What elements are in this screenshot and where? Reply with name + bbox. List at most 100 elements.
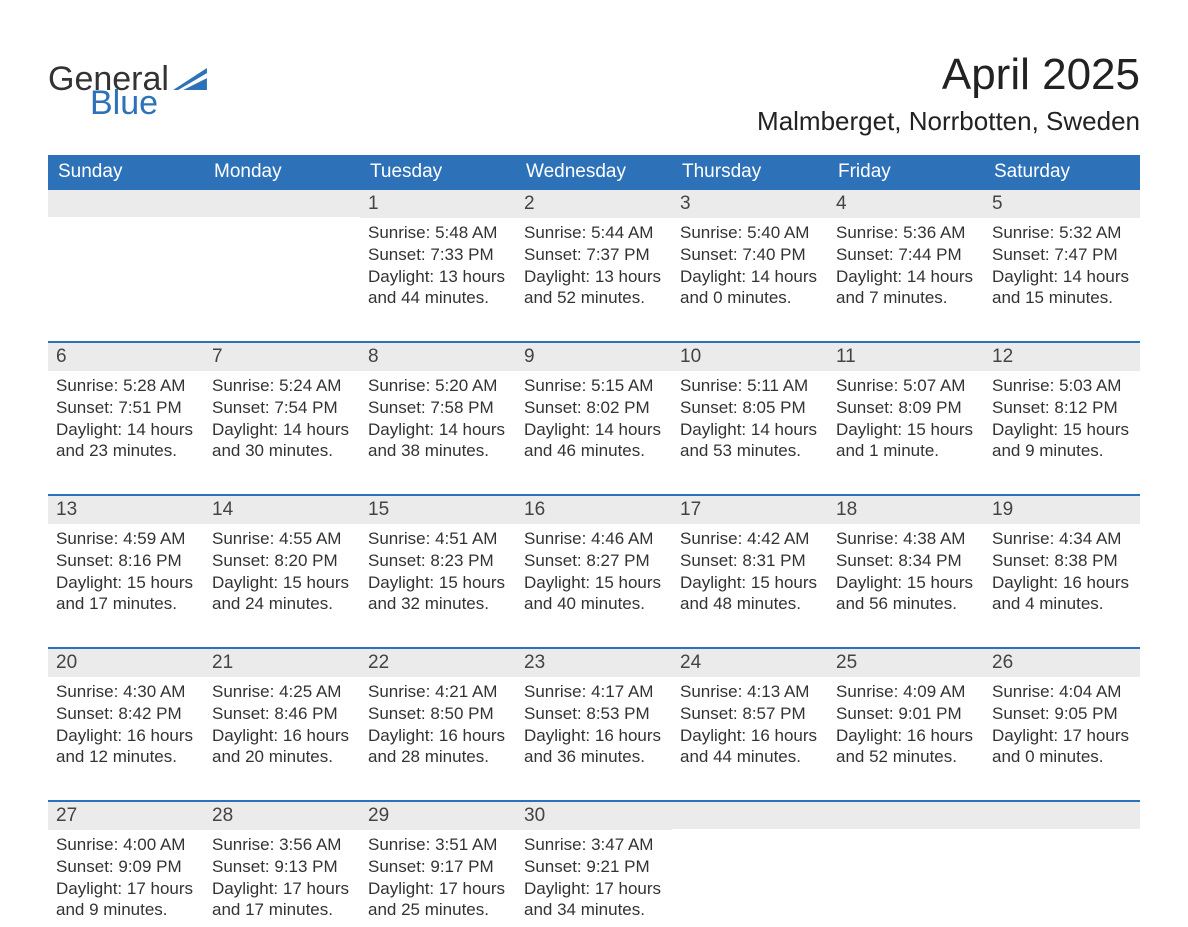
day-number: 30 [524,805,545,826]
day-number: 7 [212,346,223,367]
sunset-line: Sunset: 7:54 PM [212,397,352,419]
day-number: 24 [680,652,701,673]
daylight-line: Daylight: 14 hours and 53 minutes. [680,419,820,463]
daynum-row [828,802,984,829]
cell-body: Sunrise: 4:42 AMSunset: 8:31 PMDaylight:… [672,524,828,621]
daynum-row: 7 [204,343,360,371]
daylight-line: Daylight: 15 hours and 24 minutes. [212,572,352,616]
sunrise-line: Sunrise: 4:00 AM [56,834,196,856]
cell-body: Sunrise: 4:09 AMSunset: 9:01 PMDaylight:… [828,677,984,774]
daylight-line: Daylight: 15 hours and 17 minutes. [56,572,196,616]
daylight-line: Daylight: 14 hours and 38 minutes. [368,419,508,463]
daynum-row: 2 [516,190,672,218]
daynum-row [984,802,1140,829]
calendar: SundayMondayTuesdayWednesdayThursdayFrid… [48,155,1140,927]
day-number: 13 [56,499,77,520]
sunset-line: Sunset: 7:40 PM [680,244,820,266]
day-number: 29 [368,805,389,826]
daylight-line: Daylight: 16 hours and 20 minutes. [212,725,352,769]
daynum-row: 3 [672,190,828,218]
cell-body: Sunrise: 4:30 AMSunset: 8:42 PMDaylight:… [48,677,204,774]
daynum-row: 12 [984,343,1140,371]
calendar-cell: 13Sunrise: 4:59 AMSunset: 8:16 PMDayligh… [48,496,204,621]
sunrise-line: Sunrise: 5:28 AM [56,375,196,397]
sunrise-line: Sunrise: 3:47 AM [524,834,664,856]
brand-word2: Blue [90,86,207,120]
daynum-row: 28 [204,802,360,830]
sunset-line: Sunset: 8:38 PM [992,550,1132,572]
sunrise-line: Sunrise: 4:13 AM [680,681,820,703]
cell-body: Sunrise: 3:47 AMSunset: 9:21 PMDaylight:… [516,830,672,927]
cell-body: Sunrise: 4:55 AMSunset: 8:20 PMDaylight:… [204,524,360,621]
calendar-cell: 14Sunrise: 4:55 AMSunset: 8:20 PMDayligh… [204,496,360,621]
daylight-line: Daylight: 15 hours and 32 minutes. [368,572,508,616]
cell-body: Sunrise: 4:17 AMSunset: 8:53 PMDaylight:… [516,677,672,774]
daynum-row: 14 [204,496,360,524]
sunrise-line: Sunrise: 5:48 AM [368,222,508,244]
cell-body: Sunrise: 5:03 AMSunset: 8:12 PMDaylight:… [984,371,1140,468]
calendar-cell: 28Sunrise: 3:56 AMSunset: 9:13 PMDayligh… [204,802,360,927]
cell-body: Sunrise: 4:13 AMSunset: 8:57 PMDaylight:… [672,677,828,774]
sunrise-line: Sunrise: 4:42 AM [680,528,820,550]
daylight-line: Daylight: 13 hours and 44 minutes. [368,266,508,310]
day-number: 4 [836,193,847,214]
daynum-row: 30 [516,802,672,830]
calendar-week: 6Sunrise: 5:28 AMSunset: 7:51 PMDaylight… [48,341,1140,468]
daylight-line: Daylight: 16 hours and 28 minutes. [368,725,508,769]
calendar-cell [48,190,204,315]
daylight-line: Daylight: 16 hours and 12 minutes. [56,725,196,769]
day-header: Monday [204,155,360,190]
daylight-line: Daylight: 17 hours and 9 minutes. [56,878,196,922]
sunset-line: Sunset: 7:33 PM [368,244,508,266]
day-number: 8 [368,346,379,367]
daylight-line: Daylight: 14 hours and 30 minutes. [212,419,352,463]
cell-body: Sunrise: 4:21 AMSunset: 8:50 PMDaylight:… [360,677,516,774]
day-number: 5 [992,193,1003,214]
day-number: 3 [680,193,691,214]
calendar-cell: 21Sunrise: 4:25 AMSunset: 8:46 PMDayligh… [204,649,360,774]
daynum-row: 16 [516,496,672,524]
daynum-row: 10 [672,343,828,371]
calendar-cell [204,190,360,315]
sunset-line: Sunset: 8:34 PM [836,550,976,572]
day-number: 16 [524,499,545,520]
sunset-line: Sunset: 9:01 PM [836,703,976,725]
cell-body: Sunrise: 4:04 AMSunset: 9:05 PMDaylight:… [984,677,1140,774]
calendar-cell: 3Sunrise: 5:40 AMSunset: 7:40 PMDaylight… [672,190,828,315]
cell-body: Sunrise: 5:32 AMSunset: 7:47 PMDaylight:… [984,218,1140,315]
calendar-cell: 10Sunrise: 5:11 AMSunset: 8:05 PMDayligh… [672,343,828,468]
daylight-line: Daylight: 14 hours and 46 minutes. [524,419,664,463]
calendar-cell: 22Sunrise: 4:21 AMSunset: 8:50 PMDayligh… [360,649,516,774]
sunrise-line: Sunrise: 5:24 AM [212,375,352,397]
daynum-row: 19 [984,496,1140,524]
daynum-row: 17 [672,496,828,524]
daylight-line: Daylight: 13 hours and 52 minutes. [524,266,664,310]
cell-body: Sunrise: 4:00 AMSunset: 9:09 PMDaylight:… [48,830,204,927]
day-number: 11 [836,346,856,367]
sunset-line: Sunset: 9:05 PM [992,703,1132,725]
cell-body: Sunrise: 4:51 AMSunset: 8:23 PMDaylight:… [360,524,516,621]
daylight-line: Daylight: 15 hours and 48 minutes. [680,572,820,616]
day-number: 27 [56,805,77,826]
calendar-cell: 16Sunrise: 4:46 AMSunset: 8:27 PMDayligh… [516,496,672,621]
calendar-cell: 4 Sunrise: 5:36 AMSunset: 7:44 PMDaylight… [828,190,984,315]
sunrise-line: Sunrise: 4:04 AM [992,681,1132,703]
sunset-line: Sunset: 9:17 PM [368,856,508,878]
sunset-line: Sunset: 8:27 PM [524,550,664,572]
daylight-line: Daylight: 17 hours and 0 minutes. [992,725,1132,769]
sunrise-line: Sunrise: 5:32 AM [992,222,1132,244]
cell-body: Sunrise: 4:34 AMSunset: 8:38 PMDaylight:… [984,524,1140,621]
day-number: 19 [992,499,1013,520]
sunset-line: Sunset: 8:42 PM [56,703,196,725]
daynum-row: 5 [984,190,1140,218]
sunrise-line: Sunrise: 3:56 AM [212,834,352,856]
daylight-line: Daylight: 15 hours and 56 minutes. [836,572,976,616]
sunset-line: Sunset: 8:53 PM [524,703,664,725]
sunrise-line: Sunrise: 5:07 AM [836,375,976,397]
cell-body: Sunrise: 5:36 AMSunset: 7:44 PMDaylight:… [828,218,984,315]
sunrise-line: Sunrise: 4:59 AM [56,528,196,550]
sunrise-line: Sunrise: 5:20 AM [368,375,508,397]
daylight-line: Daylight: 15 hours and 9 minutes. [992,419,1132,463]
daynum-row: 18 [828,496,984,524]
daynum-row: 8 [360,343,516,371]
